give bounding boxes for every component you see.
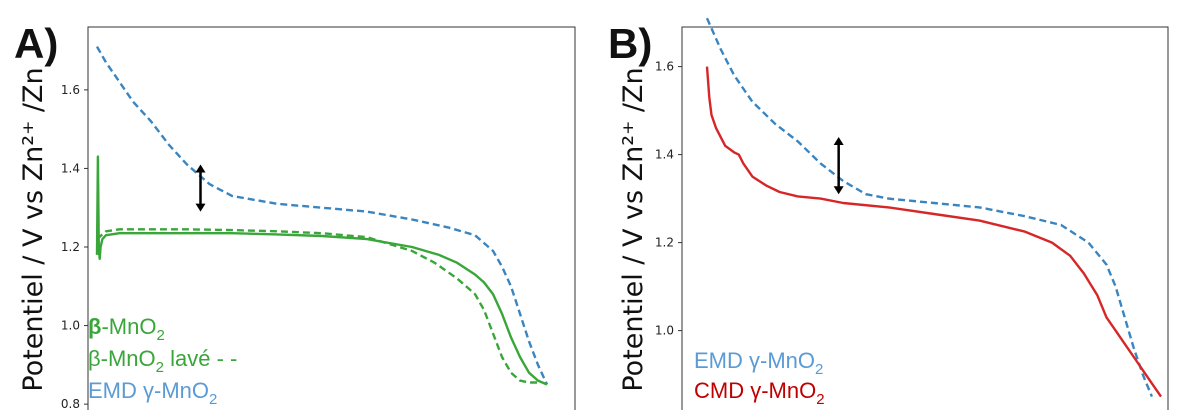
legend-subscript: 2 <box>815 361 823 378</box>
series-line-2 <box>95 155 548 386</box>
legend-subscript: 2 <box>156 327 164 344</box>
legend-main: EMD γ-MnO <box>88 378 209 403</box>
series-line-1 <box>95 46 549 386</box>
legend-entry: EMD γ-MnO2 <box>88 378 217 408</box>
legend-entry: CMD γ-MnO2 <box>694 378 825 408</box>
y-tick-label: 0.8 <box>61 397 80 410</box>
plot-frame <box>87 26 576 410</box>
y-axis-label: Potentiel / V vs Zn²⁺ /Zn <box>18 67 49 391</box>
y-tick-label: 1.0 <box>655 324 674 338</box>
panel-letter: A) <box>14 20 58 67</box>
y-tick-label: 1.2 <box>61 240 80 254</box>
y-tick-label: 1.6 <box>61 83 80 97</box>
arrow-head-up <box>195 164 206 173</box>
series-line-3 <box>96 228 538 384</box>
y-tick-label: 1.4 <box>61 161 80 175</box>
legend-subscript: 2 <box>816 391 824 408</box>
legend-main: -MnO <box>101 314 156 339</box>
legend-entry: β-MnO2 <box>88 314 165 344</box>
legend-prefix: β <box>88 314 101 339</box>
panel-letter: B) <box>608 20 652 67</box>
legend-prefix: β <box>88 346 101 371</box>
legend-suffix: lavé - - <box>164 346 237 371</box>
arrow-head-down <box>833 186 844 195</box>
chart-panel-1: 0.8 1.0 1.2 1.4 1.6 Potentiel / V vs Zn²⁺ /Zn… <box>14 20 576 410</box>
y-tick-label: 1.6 <box>655 60 674 74</box>
legend-subscript: 2 <box>209 391 217 408</box>
plot-frame <box>681 26 1169 410</box>
legend-main: CMD γ-MnO <box>694 378 816 403</box>
legend-subscript: 2 <box>156 359 164 376</box>
series-line-2 <box>705 66 1162 398</box>
legend-main: EMD γ-MnO <box>694 348 815 373</box>
legend-entry: β-MnO2 lavé - - <box>88 346 237 376</box>
y-tick-label: 1.0 <box>61 319 80 333</box>
y-tick-label: 1.2 <box>655 236 674 250</box>
arrow-head-up <box>833 137 844 145</box>
legend-entry: EMD γ-MnO2 <box>694 348 823 378</box>
y-tick-label: 1.4 <box>655 148 674 162</box>
series-line-1 <box>705 17 1154 398</box>
y-axis-label: Potentiel / V vs Zn²⁺ /Zn <box>618 67 649 391</box>
chart-panel-2: 1.0 1.2 1.4 1.6 Potentiel / V vs Zn²⁺ /ZnB) E… <box>608 17 1169 410</box>
legend-main: -MnO <box>101 346 156 371</box>
arrow-head-down <box>195 203 206 212</box>
